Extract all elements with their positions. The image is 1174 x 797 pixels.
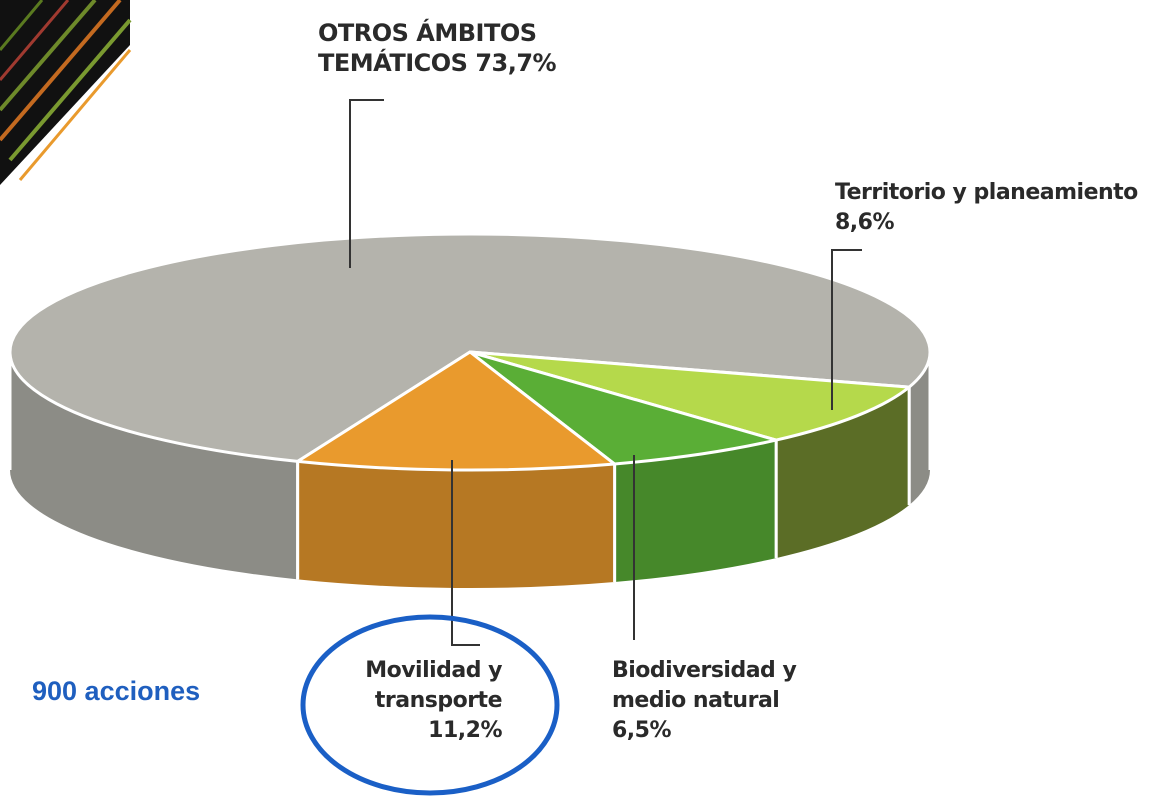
- category-label: Movilidad y transporte: [365, 658, 502, 713]
- slice-side: [776, 387, 910, 559]
- slice: [468, 350, 778, 466]
- value-label: 8,6%: [835, 210, 895, 235]
- slice-side: [297, 461, 615, 589]
- slice-label: Movilidad y transporte 11,2%: [312, 656, 502, 746]
- value-label: 11,2%: [428, 718, 502, 743]
- pie: [8, 232, 932, 589]
- slice: [8, 232, 932, 463]
- category-label: Biodiversidad y medio natural: [612, 658, 797, 713]
- slice-label: Territorio y planeamiento 8,6%: [835, 178, 1174, 238]
- leader-lines: [349, 99, 862, 646]
- slice-side: [909, 352, 930, 506]
- value-label: 6,5%: [612, 718, 672, 743]
- decoration: [0, 0, 132, 185]
- category-label: OTROS ÁMBITOS TEMÁTICOS: [318, 19, 537, 77]
- slice-label: OTROS ÁMBITOS TEMÁTICOS 73,7%: [318, 18, 608, 78]
- annotation: 900 acciones: [32, 676, 201, 706]
- highlight-circle: [300, 614, 560, 796]
- slice-label: Biodiversidad y medio natural 6,5%: [612, 656, 812, 746]
- slice-side: [10, 352, 298, 580]
- slice: [468, 350, 911, 442]
- category-label: Territorio y planeamiento: [835, 180, 1138, 205]
- value-label: 73,7%: [475, 49, 557, 77]
- slice-side: [614, 440, 777, 583]
- slice: [296, 350, 617, 472]
